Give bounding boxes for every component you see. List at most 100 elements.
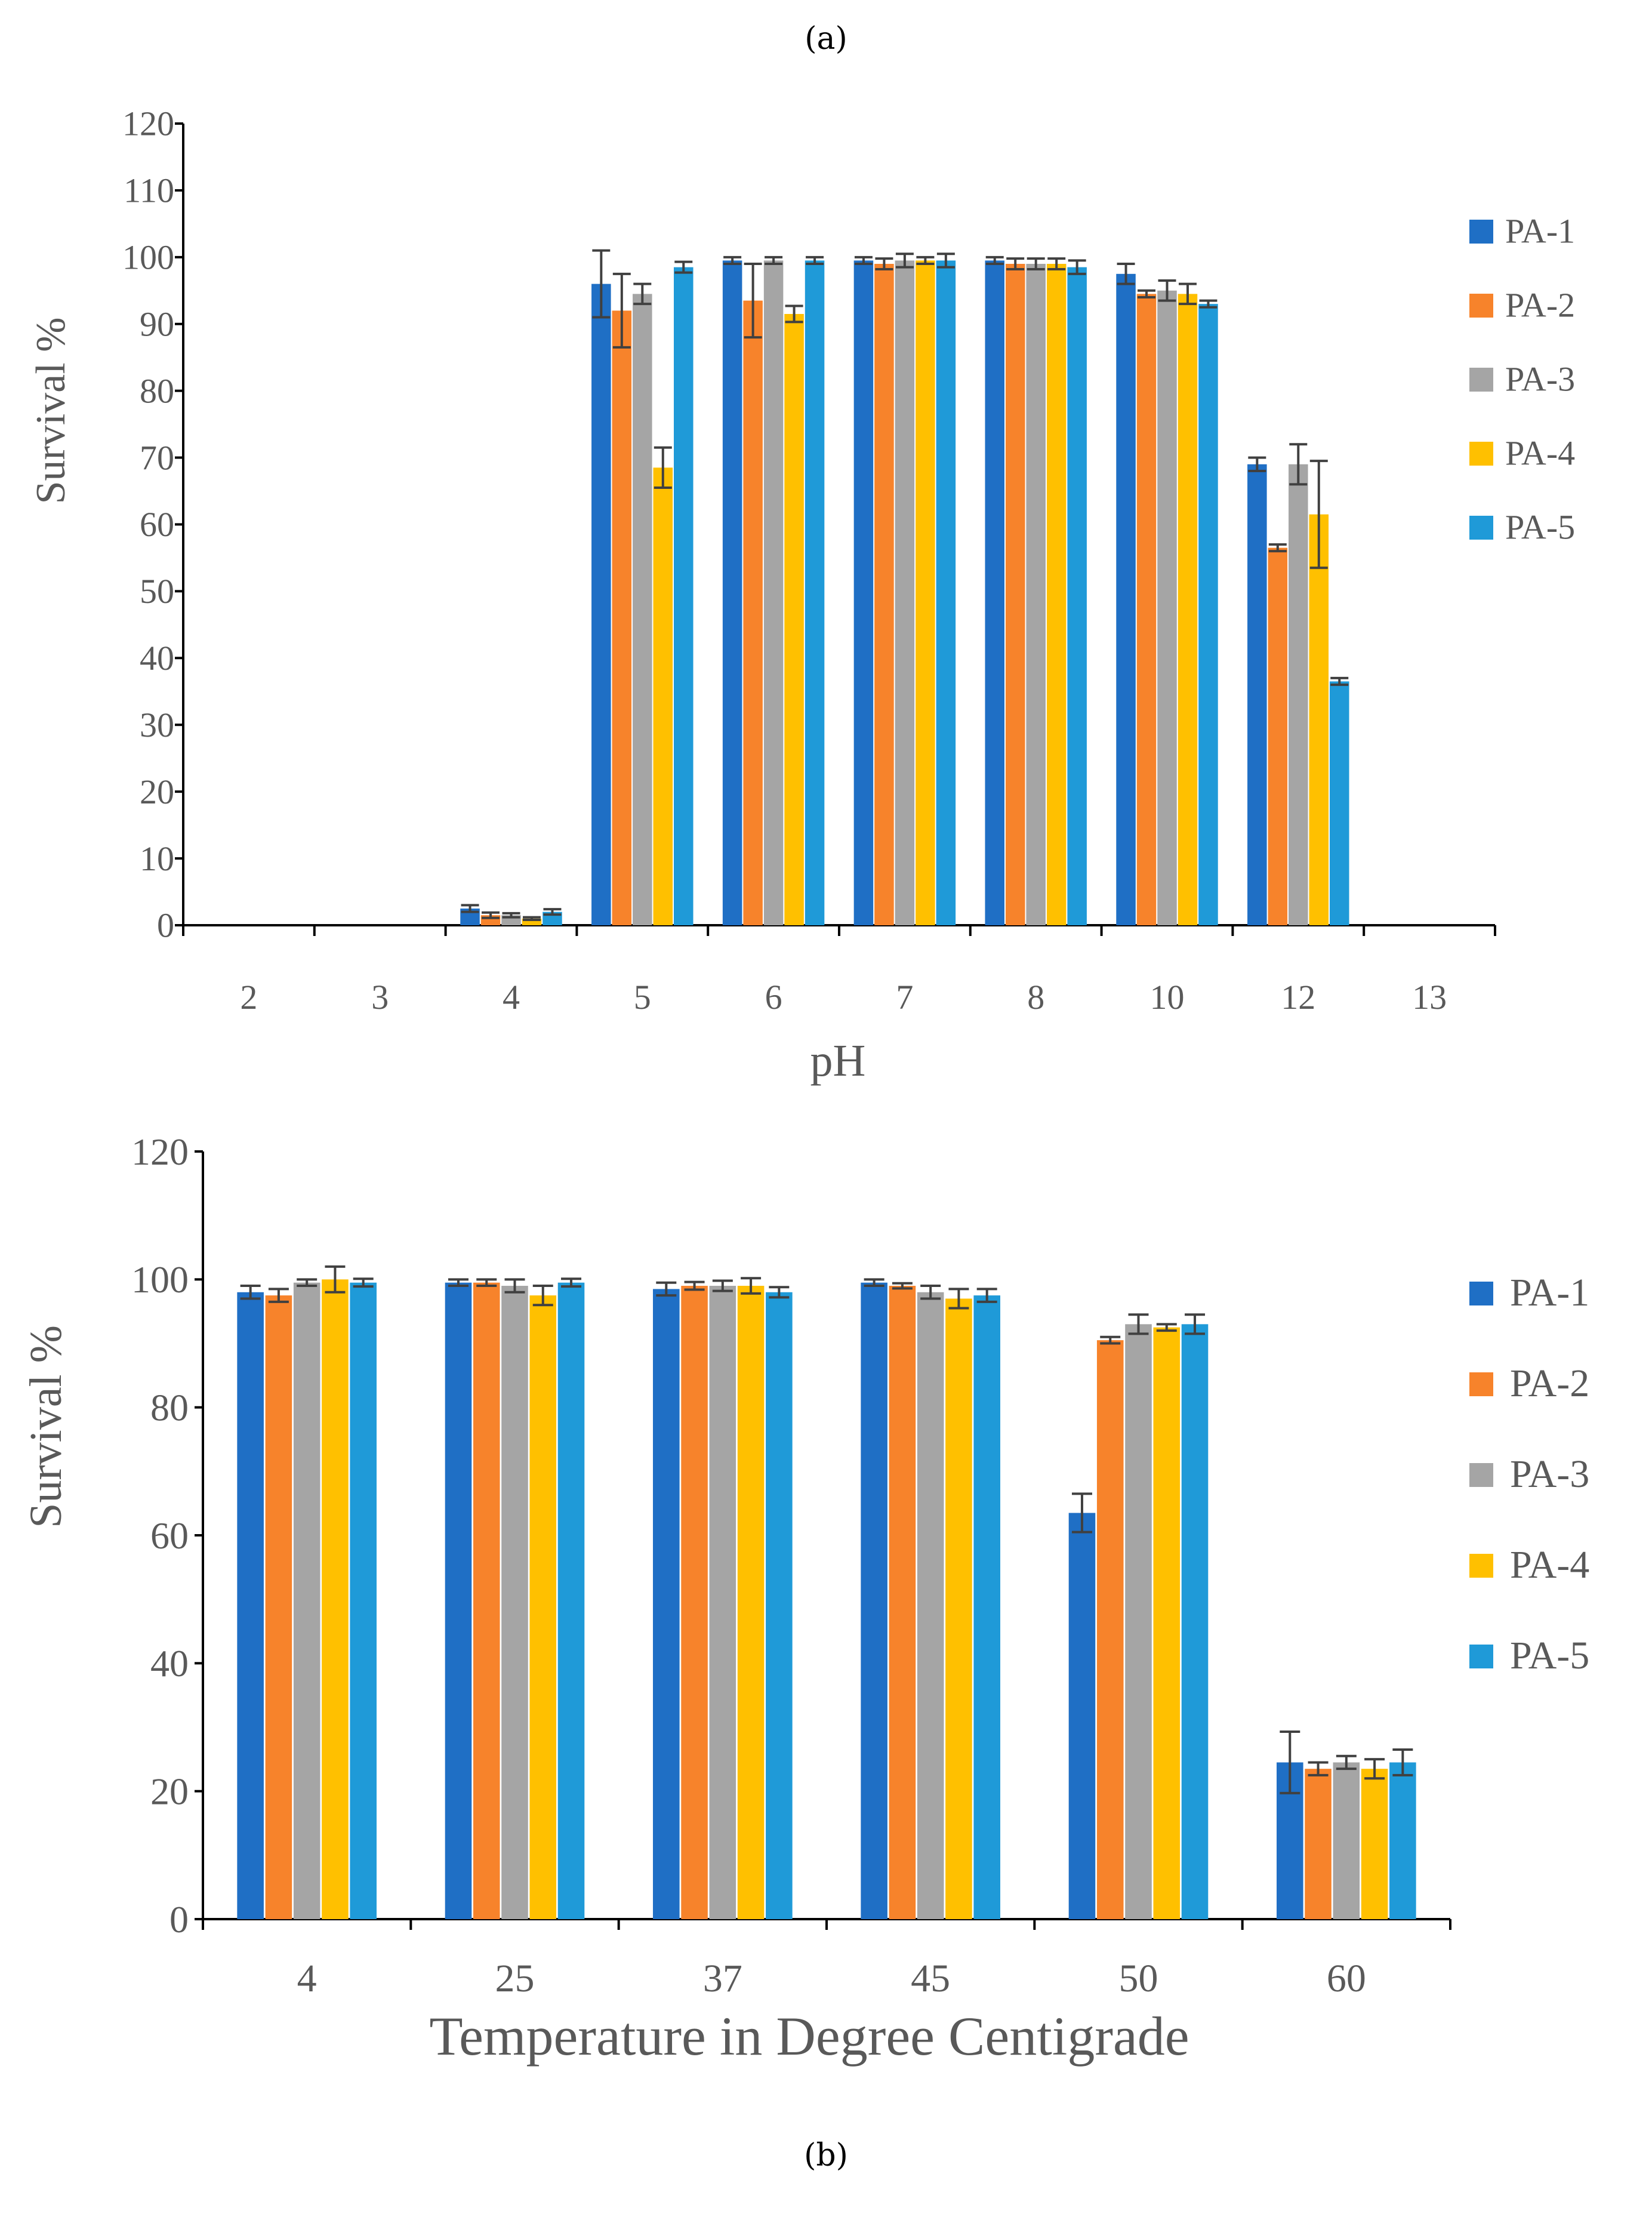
chart-b-x-tick-label: 60: [1327, 1957, 1366, 2000]
chart-b-bar: [445, 1282, 472, 1919]
chart-b-y-tick-label: 60: [150, 1514, 189, 1557]
chart-a-y-tick-label: 60: [140, 505, 174, 544]
chart-b-legend-swatch: [1469, 1282, 1493, 1305]
chart-b-legend-swatch: [1469, 1372, 1493, 1396]
chart-a-bar: [1247, 464, 1267, 925]
chart-b-bar: [1096, 1340, 1124, 1919]
chart-a-bar: [1309, 514, 1329, 925]
chart-b-x-tick-label: 37: [703, 1957, 742, 2000]
chart-a-legend-swatch: [1469, 294, 1493, 318]
chart-b-x-tick-label: 4: [297, 1957, 317, 2000]
chart-a-bar: [805, 260, 825, 925]
chart-a-y-tick-label: 20: [140, 772, 174, 811]
chart-b-bar: [737, 1286, 765, 1919]
chart-b-bar: [973, 1295, 1000, 1919]
chart-b-bar: [1305, 1769, 1332, 1919]
chart-b-bar: [350, 1282, 377, 1919]
chart-b-y-tick-label: 0: [169, 1898, 189, 1941]
chart-b-legend-swatch: [1469, 1554, 1493, 1578]
chart-a-y-tick-label: 70: [140, 438, 174, 477]
chart-b-bar: [237, 1292, 264, 1919]
chart-b-bar: [529, 1295, 557, 1919]
chart-b-plot: 0 20 40 60 80 100 120 4 25 37 45 50 60 PA-1 PA-2 PA-3 PA…: [131, 1131, 1589, 2000]
chart-a-y-axis-title: Survival %: [28, 317, 74, 504]
chart-a-legend-swatch: [1469, 442, 1493, 466]
chart-b-legend-label: PA-3: [1510, 1452, 1589, 1496]
chart-b-x-tick-label: 45: [911, 1957, 950, 2000]
chart-b-bar: [1361, 1769, 1388, 1919]
panel-label-b: (b): [804, 2138, 848, 2173]
chart-a-legend-label: PA-4: [1505, 434, 1575, 473]
chart-b-bar: [1125, 1324, 1152, 1919]
chart-a-bar: [653, 467, 673, 925]
chart-a-x-tick-label: 10: [1150, 978, 1185, 1017]
chart-a-x-axis-title: pH: [810, 1036, 866, 1086]
chart-a-bar: [1178, 294, 1198, 926]
chart-b-bar: [265, 1295, 292, 1919]
chart-a-bar: [1157, 290, 1177, 926]
chart-a-y-tick-label: 110: [124, 171, 174, 210]
chart-a-x-tick-label: 5: [634, 978, 651, 1017]
chart-b-y-tick-label: 40: [150, 1642, 189, 1685]
chart-a-bar: [1116, 273, 1136, 925]
chart-b-x-tick-label: 25: [495, 1957, 535, 2000]
chart-a-bar: [1268, 547, 1288, 925]
chart-b-bar: [1389, 1762, 1416, 1919]
chart-a-bar: [916, 260, 935, 925]
chart-b-bar: [889, 1286, 916, 1919]
chart-a-bar: [673, 267, 694, 925]
chart-b-bar: [501, 1286, 528, 1919]
chart-a-y-tick-label: 80: [140, 371, 174, 410]
chart-b-legend-label: PA-1: [1510, 1271, 1589, 1314]
chart-a-bar: [874, 264, 894, 925]
chart-a-y-tick-label: 30: [140, 706, 174, 744]
chart-b-bar: [557, 1282, 585, 1919]
chart-b-x-tick-label: 50: [1119, 1957, 1158, 2000]
chart-a-bar: [1198, 304, 1218, 925]
chart-a-bar: [1329, 681, 1349, 925]
chart-a-bar: [784, 313, 804, 925]
chart-a-x-tick-label: 8: [1027, 978, 1044, 1017]
chart-a-x-tick-label: 13: [1412, 978, 1447, 1017]
chart-a-x-tick-label: 4: [503, 978, 520, 1017]
chart-b-bar: [1333, 1762, 1360, 1919]
chart-a-y-tick-label: 50: [140, 572, 174, 611]
chart-b-bar: [473, 1282, 500, 1919]
chart-b-y-tick-label: 80: [150, 1386, 189, 1428]
chart-a-legend-label: PA-2: [1505, 286, 1575, 325]
chart-a-legend-swatch: [1469, 516, 1493, 540]
chart-b-legend-label: PA-2: [1510, 1362, 1589, 1405]
chart-b-bar: [681, 1286, 708, 1919]
chart-b-bar: [945, 1298, 972, 1919]
chart-a-x-tick-label: 3: [371, 978, 389, 1017]
chart-b-y-tick-label: 20: [150, 1770, 189, 1812]
chart-b-y-tick-label: 100: [131, 1258, 189, 1301]
chart-a-bar: [633, 294, 652, 926]
chart-a-bar: [1136, 294, 1157, 926]
chart-a-bar: [895, 260, 915, 925]
chart-a-y-tick-label: 40: [140, 639, 174, 678]
chart-a-legend-label: PA-3: [1505, 360, 1575, 399]
chart-a-bar: [1289, 464, 1308, 925]
chart-a-bar: [1046, 264, 1067, 925]
chart-a-x-tick-label: 12: [1281, 978, 1315, 1017]
chart-a-bar: [763, 260, 784, 925]
chart-a-y-tick-label: 90: [140, 304, 174, 343]
panel-label-a: (a): [805, 21, 847, 57]
chart-b-y-axis-title: Survival %: [21, 1325, 71, 1528]
chart-a-bar: [985, 260, 1005, 925]
chart-b-bar: [1068, 1513, 1096, 1919]
chart-b-bar: [766, 1292, 793, 1919]
chart-a-bar: [591, 284, 611, 926]
chart-a-y-tick-label: 10: [140, 839, 174, 878]
chart-a-bar: [853, 260, 874, 925]
chart-a-bar: [936, 260, 956, 925]
chart-a-x-tick-label: 7: [896, 978, 913, 1017]
chart-b-bar: [293, 1282, 320, 1919]
chart-a-x-tick-label: 6: [765, 978, 782, 1017]
chart-b-bar: [653, 1289, 680, 1919]
chart-a-bar: [743, 300, 763, 926]
chart-b-y-tick-label: 120: [131, 1131, 189, 1173]
chart-a-legend-label: PA-1: [1505, 212, 1575, 251]
